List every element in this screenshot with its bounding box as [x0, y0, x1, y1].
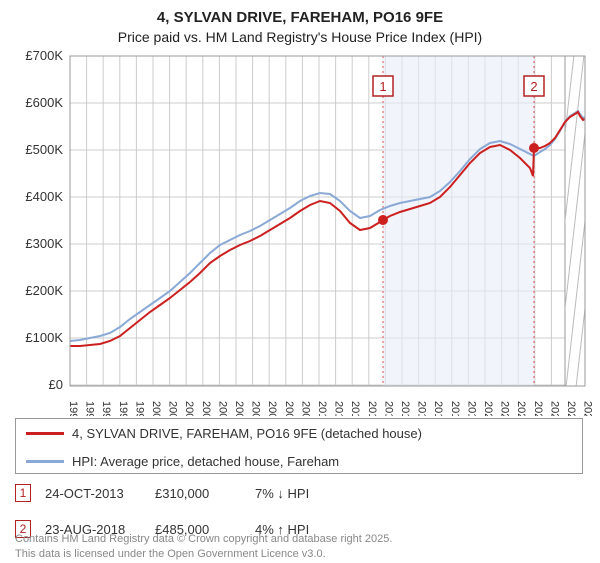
- svg-text:2026: 2026: [582, 401, 594, 416]
- svg-text:2018: 2018: [449, 401, 461, 416]
- x-axis-labels: 1995 1996 1997 1998 1999 2000 2001 2002 …: [67, 401, 594, 416]
- svg-text:2007: 2007: [266, 401, 278, 416]
- svg-text:2002: 2002: [183, 401, 195, 416]
- svg-text:2023: 2023: [532, 401, 544, 416]
- svg-text:£300K: £300K: [25, 236, 63, 251]
- chart-title: 4, SYLVAN DRIVE, FAREHAM, PO16 9FE: [0, 8, 600, 28]
- legend-item-price-paid: 4, SYLVAN DRIVE, FAREHAM, PO16 9FE (deta…: [16, 419, 582, 447]
- event-hpi-change-1: 7% ↓ HPI: [255, 486, 309, 501]
- svg-text:2003: 2003: [200, 401, 212, 416]
- legend-box: 4, SYLVAN DRIVE, FAREHAM, PO16 9FE (deta…: [15, 418, 583, 474]
- svg-text:2010: 2010: [316, 401, 328, 416]
- svg-text:2022: 2022: [515, 401, 527, 416]
- svg-text:£500K: £500K: [25, 142, 63, 157]
- svg-text:2025: 2025: [565, 401, 577, 416]
- svg-text:2013: 2013: [366, 401, 378, 416]
- event-marker-1: 1: [15, 484, 31, 502]
- marker-1-dot[interactable]: [378, 215, 388, 225]
- footer-line-2: This data is licensed under the Open Gov…: [15, 547, 392, 562]
- svg-text:2009: 2009: [299, 401, 311, 416]
- svg-text:2005: 2005: [233, 401, 245, 416]
- svg-text:2015: 2015: [399, 401, 411, 416]
- legend-line-hpi: [26, 460, 64, 463]
- svg-text:£0: £0: [49, 377, 63, 392]
- marker-2-label: 2: [530, 79, 537, 94]
- svg-text:1997: 1997: [100, 401, 112, 416]
- svg-text:2004: 2004: [216, 401, 228, 416]
- marker-2-dot[interactable]: [529, 143, 539, 153]
- event-price-1: £310,000: [155, 486, 255, 501]
- svg-text:2021: 2021: [499, 401, 511, 416]
- hatched-future-region: [535, 46, 600, 396]
- svg-text:£200K: £200K: [25, 283, 63, 298]
- price-chart-svg: 1 2 £700K £600K £500K £400K £300K £200K …: [0, 46, 600, 416]
- svg-text:£400K: £400K: [25, 189, 63, 204]
- chart-subtitle: Price paid vs. HM Land Registry's House …: [0, 28, 600, 46]
- svg-text:1999: 1999: [133, 401, 145, 416]
- legend-label-hpi: HPI: Average price, detached house, Fare…: [72, 454, 339, 469]
- svg-text:2000: 2000: [150, 401, 162, 416]
- svg-text:2024: 2024: [548, 401, 560, 416]
- chart-container: 4, SYLVAN DRIVE, FAREHAM, PO16 9FE Price…: [0, 0, 600, 560]
- svg-text:1996: 1996: [84, 401, 96, 416]
- svg-text:2011: 2011: [333, 401, 345, 416]
- svg-text:1998: 1998: [117, 401, 129, 416]
- svg-text:2006: 2006: [250, 401, 262, 416]
- svg-text:2008: 2008: [283, 401, 295, 416]
- svg-text:£600K: £600K: [25, 95, 63, 110]
- svg-text:2020: 2020: [482, 401, 494, 416]
- svg-text:2012: 2012: [349, 401, 361, 416]
- legend-line-price-paid: [26, 432, 64, 435]
- event-date-1: 24-OCT-2013: [45, 486, 155, 501]
- svg-text:2016: 2016: [416, 401, 428, 416]
- svg-text:£100K: £100K: [25, 330, 63, 345]
- svg-text:2014: 2014: [382, 401, 394, 416]
- footer-line-1: Contains HM Land Registry data © Crown c…: [15, 532, 392, 547]
- shaded-region-between-markers: [383, 56, 534, 386]
- footer-text: Contains HM Land Registry data © Crown c…: [15, 532, 392, 563]
- legend-item-hpi: HPI: Average price, detached house, Fare…: [16, 447, 582, 475]
- chart-titles: 4, SYLVAN DRIVE, FAREHAM, PO16 9FE Price…: [0, 0, 600, 46]
- legend-label-price-paid: 4, SYLVAN DRIVE, FAREHAM, PO16 9FE (deta…: [72, 426, 422, 441]
- svg-text:2001: 2001: [167, 401, 179, 416]
- svg-text:2019: 2019: [465, 401, 477, 416]
- event-row-1: 1 24-OCT-2013 £310,000 7% ↓ HPI: [15, 480, 583, 506]
- marker-1-label: 1: [379, 79, 386, 94]
- svg-text:2017: 2017: [432, 401, 444, 416]
- svg-text:1995: 1995: [67, 401, 79, 416]
- svg-text:£700K: £700K: [25, 48, 63, 63]
- y-axis-labels: £700K £600K £500K £400K £300K £200K £100…: [25, 48, 63, 392]
